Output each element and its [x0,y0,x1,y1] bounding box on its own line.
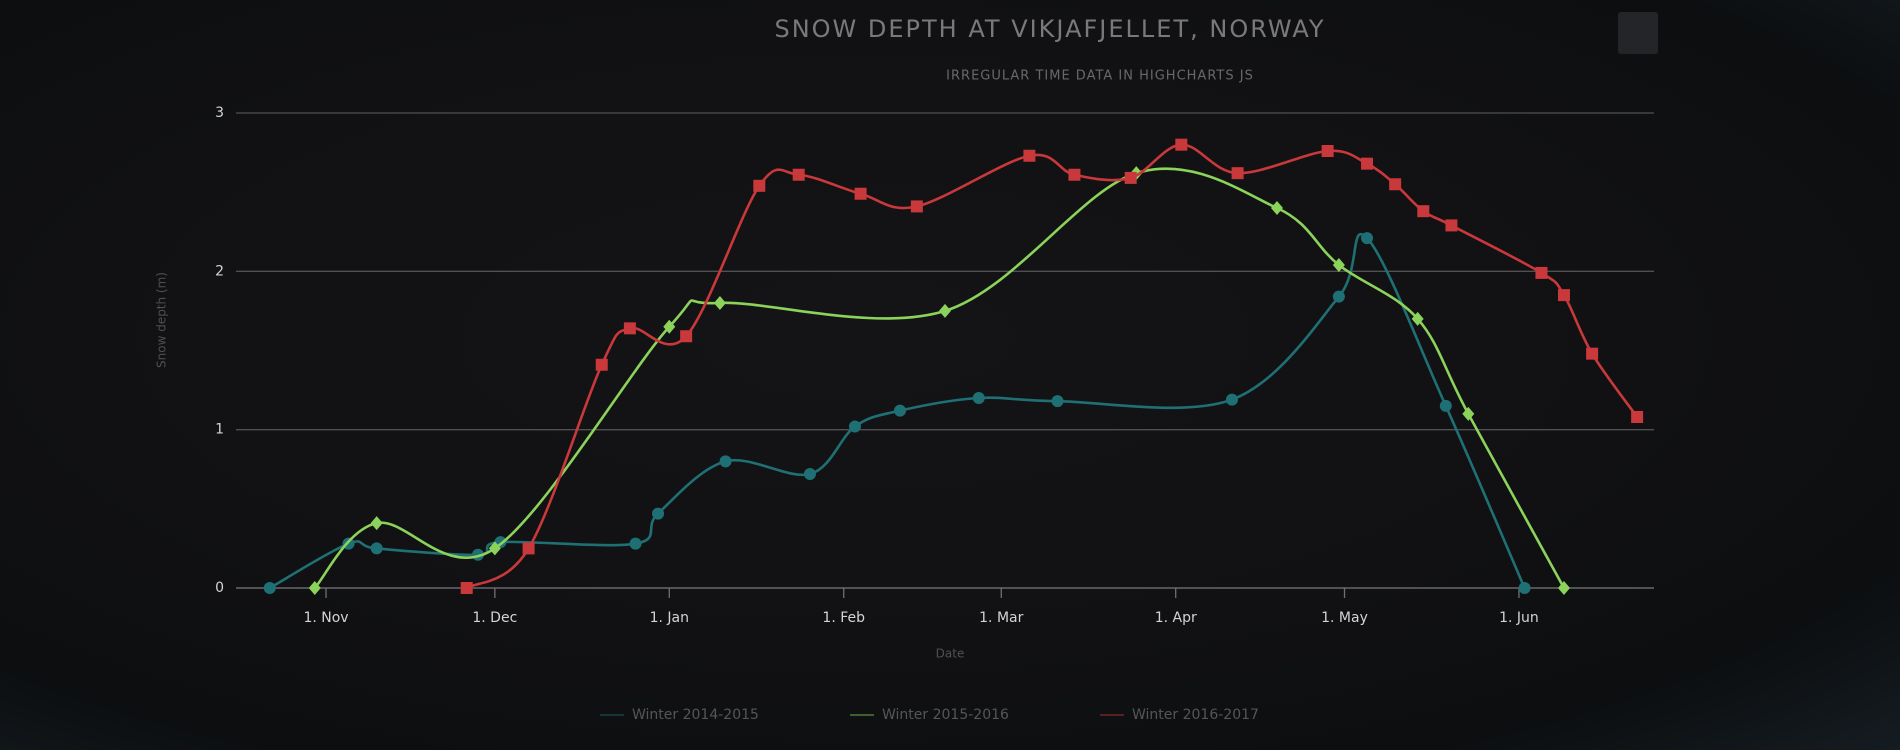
point [1231,167,1244,180]
series-line [466,143,1639,590]
point [1439,399,1452,412]
point [939,303,951,318]
point [460,582,473,594]
point [263,582,276,594]
legend-label: Winter 2015-2016 [882,707,1009,723]
point [893,404,906,417]
chart-title: SNOW DEPTH AT VIKJAFJELLET, NORWAY [774,15,1325,43]
x-tick-label: 1. Jan [650,610,689,626]
point [595,358,608,371]
point [792,168,805,181]
x-tick-label: 1. Nov [303,610,348,626]
point [1462,406,1475,421]
point [1586,347,1599,360]
x-tick-label: 1. May [1321,610,1368,626]
y-tick-label: 0 [215,580,224,596]
point [972,392,985,404]
x-tick-label: 1. Dec [472,610,517,626]
point [1225,393,1238,406]
y-tick-label: 2 [215,263,224,279]
menu-button[interactable] [1618,12,1658,54]
point [370,516,383,531]
point [713,296,726,310]
point [1445,219,1458,232]
point [1411,311,1424,326]
point [1270,201,1283,215]
point [308,581,321,595]
point [803,468,816,480]
legend-label: Winter 2014-2015 [632,707,759,723]
point [1535,266,1548,279]
point [488,541,501,556]
y-tick-label: 1 [215,422,224,438]
point [854,187,867,200]
point [623,322,636,335]
point [1361,232,1374,245]
point [680,330,693,343]
point [848,420,861,433]
point [1389,178,1402,191]
point [1557,289,1570,302]
point [1557,581,1570,595]
y-tick-label: 3 [215,105,224,121]
x-tick-label: 1. Mar [979,610,1023,626]
point [652,507,665,520]
point [522,542,535,555]
point [1068,168,1081,181]
point [1518,582,1531,594]
point [1631,411,1644,423]
point [1332,290,1345,303]
x-tick-label: 1. Jun [1499,610,1539,626]
point [1321,145,1334,157]
point [663,319,676,334]
point [1332,258,1345,272]
point [1124,171,1137,184]
point [1361,157,1374,170]
point [1051,395,1064,408]
point [753,179,766,192]
point [1175,138,1188,151]
point [1417,205,1430,218]
x-tick-label: 1. Apr [1155,610,1197,626]
point [370,542,383,555]
point [1023,149,1036,162]
point [719,455,732,468]
point [910,200,923,213]
point [629,537,642,550]
legend-label: Winter 2016-2017 [1132,707,1259,723]
x-axis-title: Date [936,647,965,661]
x-tick-label: 1. Feb [822,610,865,626]
y-axis-title: Snow depth (m) [155,272,169,368]
series-line [313,167,1566,589]
chart-subtitle: IRREGULAR TIME DATA IN HIGHCHARTS JS [946,69,1254,84]
